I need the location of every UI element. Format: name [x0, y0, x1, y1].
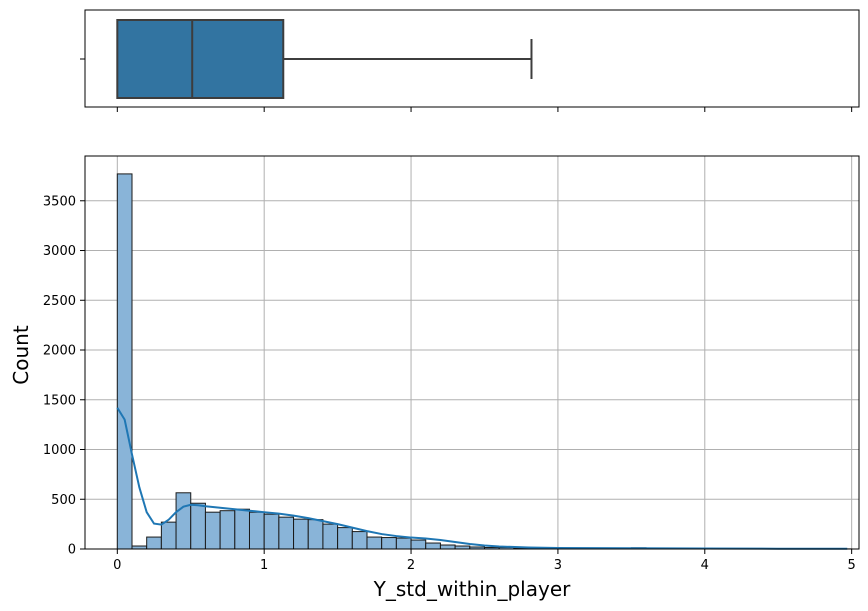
histogram-bar — [366, 536, 383, 550]
histogram-bar — [337, 527, 353, 550]
y-axis-label: Count — [9, 325, 33, 385]
histogram-bar — [410, 539, 427, 550]
histogram-bar — [322, 523, 339, 550]
histogram-bar — [381, 537, 397, 550]
histogram-bar — [351, 531, 368, 550]
y-tick-label: 3500 — [43, 194, 76, 209]
box-iqr — [116, 19, 285, 99]
histogram-bar — [160, 521, 177, 550]
x-tick-label: 4 — [701, 558, 709, 573]
y-tick-label: 0 — [68, 543, 76, 558]
x-tick-label: 5 — [848, 558, 856, 573]
y-tick-label: 3000 — [43, 244, 76, 259]
histogram-bar — [146, 536, 162, 550]
y-axis-ticks: 0 500 1000 1500 2000 2500 3000 3500 — [43, 194, 85, 558]
histogram-bar — [204, 511, 221, 550]
boxplot-elements — [116, 19, 533, 99]
histogram-bar — [234, 508, 250, 550]
histogram-bar — [278, 516, 295, 550]
histogram-bar — [175, 492, 192, 550]
histogram-bar — [219, 510, 236, 550]
y-tick-label: 1500 — [43, 393, 76, 408]
y-tick-label: 500 — [51, 493, 76, 508]
x-tick-label: 0 — [113, 558, 121, 573]
histogram-bar — [307, 519, 324, 550]
boxplot-panel — [80, 9, 860, 112]
y-tick-label: 2000 — [43, 344, 76, 359]
histogram-frame — [84, 155, 860, 550]
histogram-bar — [263, 513, 280, 550]
y-tick-label: 1000 — [43, 443, 76, 458]
x-tick-label: 3 — [554, 558, 562, 573]
histogram-plot-area — [85, 156, 859, 549]
x-tick-label: 1 — [260, 558, 268, 573]
histogram-bar — [293, 518, 309, 550]
histogram-bar — [190, 502, 206, 550]
histogram-bar — [425, 542, 441, 550]
x-axis-label: Y_std_within_player — [373, 577, 571, 601]
x-axis-ticks: 0 1 2 3 4 5 — [113, 549, 856, 573]
histogram-bar — [395, 537, 412, 550]
histogram-panel: 0 1 2 3 4 5 0 500 1000 1500 2000 2500 3000 3500 Y_st… — [9, 155, 860, 601]
histogram-bar — [439, 544, 456, 550]
boxplot-x-ticks — [116, 107, 853, 112]
histogram-bar — [116, 173, 133, 550]
kde-curve — [116, 407, 848, 550]
histogram-bar — [248, 511, 265, 550]
y-tick-label: 2500 — [43, 294, 76, 309]
x-tick-label: 2 — [407, 558, 415, 573]
